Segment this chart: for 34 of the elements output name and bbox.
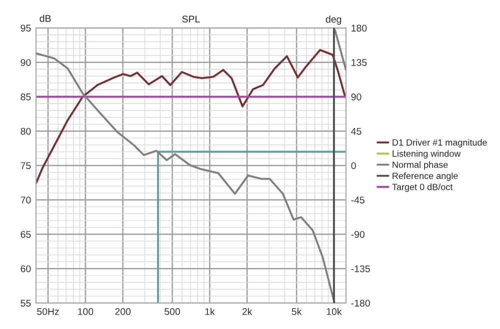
x-tick-label: 1k (205, 308, 215, 315)
legend-label: Listening window (392, 150, 461, 159)
y2-tick-label: -45 (351, 196, 365, 204)
x-tick-label: 100 (78, 308, 94, 316)
y-tick-label: 85 (20, 93, 31, 100)
y2-axis-title: deg (326, 16, 342, 25)
y-tick-label: 55 (20, 300, 31, 307)
legend-label: Target 0 dB/oct (392, 184, 453, 192)
y-tick-label: 90 (20, 59, 31, 66)
y2-tick-label: -135 (351, 265, 370, 272)
legend-label: D1 Driver #1 magnitude (392, 139, 487, 148)
x-tick-label: 200 (115, 308, 131, 316)
y2-tick-label: 135 (352, 59, 367, 66)
x-tick-label: 10k (326, 308, 342, 316)
legend-label: Reference angle (392, 172, 458, 181)
y2-tick-label: 45 (351, 128, 362, 135)
y2-tick-label: -90 (351, 230, 365, 238)
legend-label: Normal phase (392, 161, 448, 170)
y2-tick-label: -180 (351, 300, 370, 307)
x-tick-label: 5k (292, 308, 302, 316)
y2-tick-label: 90 (351, 93, 362, 100)
y2-tick-label: 180 (352, 24, 367, 32)
y-tick-label: 60 (20, 265, 31, 272)
y-tick-label: 80 (20, 128, 31, 135)
y2-tick-label: 0 (351, 162, 356, 170)
chart-title: SPL (182, 16, 200, 23)
y-tick-label: 75 (20, 162, 31, 170)
x-tick-label: 50Hz (37, 308, 59, 316)
y-tick-label: 65 (20, 230, 31, 238)
y-tick-label: 95 (20, 24, 31, 32)
y-axis-title: dB (40, 14, 51, 22)
x-tick-label: 2k (242, 308, 252, 315)
y-tick-label: 70 (20, 196, 31, 204)
x-tick-label: 500 (164, 308, 180, 316)
